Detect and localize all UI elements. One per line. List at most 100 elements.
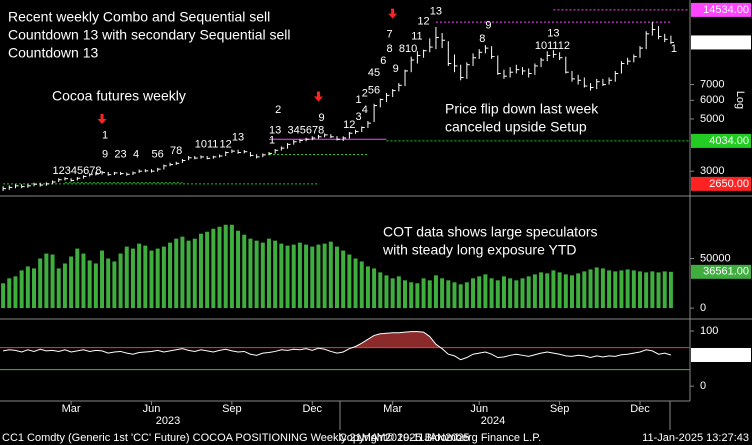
bar: [322, 243, 327, 309]
bar: [75, 248, 80, 309]
scale-label: Log: [734, 91, 746, 109]
y-tick-label: 50000: [700, 252, 731, 264]
y-tick-label: 3000: [700, 165, 724, 177]
y-tick-label: 7000: [700, 78, 724, 90]
bar: [279, 243, 284, 309]
td-count: 56: [368, 84, 380, 96]
td-count: 13: [269, 125, 281, 137]
bar: [359, 261, 364, 309]
y-tick-label: 0: [700, 380, 706, 392]
bar: [174, 238, 179, 309]
footer-right: 11-Jan-2025 13:27:43: [642, 432, 749, 444]
td-count: 9: [318, 112, 324, 124]
setup-arrow: [388, 8, 398, 19]
bar: [124, 246, 129, 309]
bar: [38, 258, 43, 309]
bar: [248, 238, 253, 309]
td-count: 13: [232, 131, 244, 143]
td-count: 12: [343, 119, 355, 131]
value-label-box: [691, 264, 751, 279]
bar: [273, 240, 278, 309]
bar: [180, 236, 185, 309]
bar: [347, 254, 352, 309]
bar: [613, 271, 618, 309]
bar: [508, 278, 513, 309]
bar: [489, 278, 494, 309]
bar: [477, 276, 482, 309]
bar: [464, 282, 469, 309]
bar: [625, 269, 630, 309]
bar: [390, 278, 395, 309]
td-count: 12345678: [53, 165, 102, 177]
value-label-box: [691, 2, 751, 17]
td-count: 12: [417, 16, 429, 28]
bar: [149, 250, 154, 309]
year-label: 2024: [481, 415, 505, 427]
bar: [600, 268, 605, 309]
bar: [403, 280, 408, 309]
td-count: 8: [386, 43, 392, 55]
annotation-note: Countdown 13 with secondary Sequential s…: [8, 27, 291, 43]
value-label: 14534.00: [703, 4, 749, 16]
bar: [254, 240, 259, 309]
bar: [106, 258, 111, 309]
bar: [557, 272, 562, 309]
bar: [594, 267, 599, 309]
bar: [155, 248, 160, 309]
td-count: 7: [386, 28, 392, 40]
annotation-note: Cocoa futures weekly: [52, 88, 186, 104]
td-count: 12: [220, 139, 232, 151]
td-count: 1011: [195, 139, 219, 151]
td-count: 1: [269, 135, 275, 147]
line: [3, 331, 672, 361]
bar: [328, 241, 333, 309]
bar: [551, 270, 556, 309]
bar: [545, 273, 550, 309]
bar: [304, 244, 309, 309]
td-count: 45: [368, 67, 380, 79]
setup-arrow: [97, 113, 107, 124]
bar: [569, 275, 574, 309]
bar: [205, 231, 210, 309]
td-count: 101112: [535, 40, 570, 52]
bar: [32, 268, 37, 309]
bar: [662, 271, 667, 309]
bar: [433, 275, 438, 309]
bar: [316, 244, 321, 309]
td-count: 4: [133, 148, 139, 160]
bar: [229, 224, 234, 309]
annotation-note: Recent weekly Combo and Sequential sell: [8, 9, 270, 25]
bar: [471, 278, 476, 309]
x-tick-label: Sep: [550, 403, 570, 415]
td-count: 13: [430, 6, 442, 18]
bar: [186, 240, 191, 309]
y-tick-label: 6000: [700, 94, 724, 106]
value-label: 56.5954: [709, 349, 749, 361]
bar: [458, 284, 463, 309]
td-count: 13: [547, 27, 559, 39]
bar: [526, 276, 531, 309]
bar: [62, 263, 67, 309]
y-tick-label: 5000: [700, 113, 724, 125]
td-count: 810: [399, 43, 417, 55]
bar: [409, 282, 414, 309]
bar: [440, 278, 445, 309]
footer-center: Copyright© 2025 Bloomberg Finance L.P.: [339, 432, 541, 444]
td-count: 1: [671, 43, 677, 55]
bar: [668, 271, 673, 309]
bar: [93, 263, 98, 309]
td-count: 9: [102, 148, 108, 160]
bar: [421, 278, 426, 309]
bar: [198, 233, 203, 309]
bar: [563, 274, 568, 309]
bar: [582, 271, 587, 309]
footer-left: CC1 Comdty (Generic 1st 'CC' Future) COC…: [2, 432, 470, 444]
x-tick-label: Sep: [222, 403, 242, 415]
td-count: 6: [380, 55, 386, 67]
annotation-note: canceled upside Setup: [445, 119, 587, 135]
y-tick-label: 0: [700, 302, 706, 314]
bar: [297, 242, 302, 309]
bar: [619, 270, 624, 309]
bar: [211, 228, 216, 309]
